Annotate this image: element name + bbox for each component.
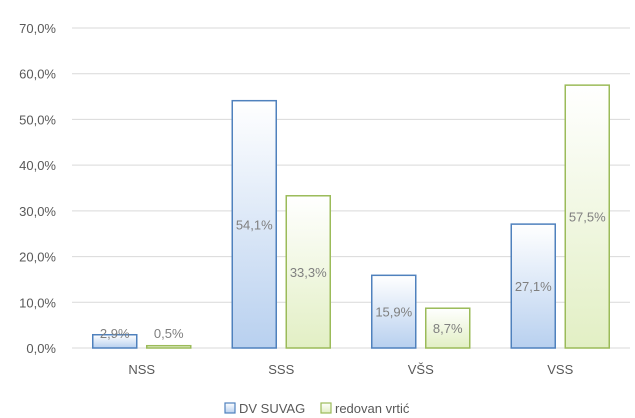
bars: 2,9% 0,5% 54,1% 33,3% 15,9% 8,7% 27,1% 57,5% xyxy=(92,84,610,349)
legend-label-1: DV SUVAG xyxy=(239,401,305,416)
y-tick-label: 50,0% xyxy=(19,112,56,127)
x-tick-label: SSS xyxy=(268,362,294,377)
y-tick-label: 20,0% xyxy=(19,250,56,265)
data-label: 54,1% xyxy=(236,217,273,232)
legend-swatch-1 xyxy=(224,402,236,414)
data-label: 2,9% xyxy=(100,326,130,341)
legend-label-2: redovan vrtić xyxy=(335,401,410,416)
data-label: 0,5% xyxy=(154,326,184,341)
data-label: 8,7% xyxy=(433,321,463,336)
bar-1-vss xyxy=(510,223,556,349)
data-label: 15,9% xyxy=(375,305,412,320)
legend: DV SUVAG redovan vrtić xyxy=(224,401,410,416)
legend-swatch-2 xyxy=(320,402,332,414)
x-tick-label: VŠS xyxy=(408,362,434,377)
grid-lines xyxy=(72,27,630,349)
y-axis-tick-labels: 0,0% 10,0% 20,0% 30,0% 40,0% 50,0% 60,0% 70,0% xyxy=(19,21,56,356)
bar-1-nss xyxy=(92,333,138,349)
y-tick-label: 60,0% xyxy=(19,67,56,82)
x-tick-label: VSS xyxy=(547,362,573,377)
bar-2-vss xyxy=(564,84,610,349)
y-tick-label: 40,0% xyxy=(19,158,56,173)
y-tick-label: 0,0% xyxy=(26,341,56,356)
bar-1-všs xyxy=(371,274,417,349)
x-axis-tick-labels: NSS SSS VŠS VSS xyxy=(128,362,573,377)
y-tick-label: 30,0% xyxy=(19,204,56,219)
data-label: 33,3% xyxy=(290,265,327,280)
y-tick-label: 10,0% xyxy=(19,295,56,310)
bar-2-nss xyxy=(146,344,192,349)
data-label: 57,5% xyxy=(569,210,606,225)
bar-1-sss xyxy=(231,99,277,349)
y-tick-label: 70,0% xyxy=(19,21,56,36)
bar-2-všs xyxy=(425,307,471,349)
data-label: 27,1% xyxy=(515,279,552,294)
x-tick-label: NSS xyxy=(128,362,155,377)
bar-2-sss xyxy=(285,195,331,349)
